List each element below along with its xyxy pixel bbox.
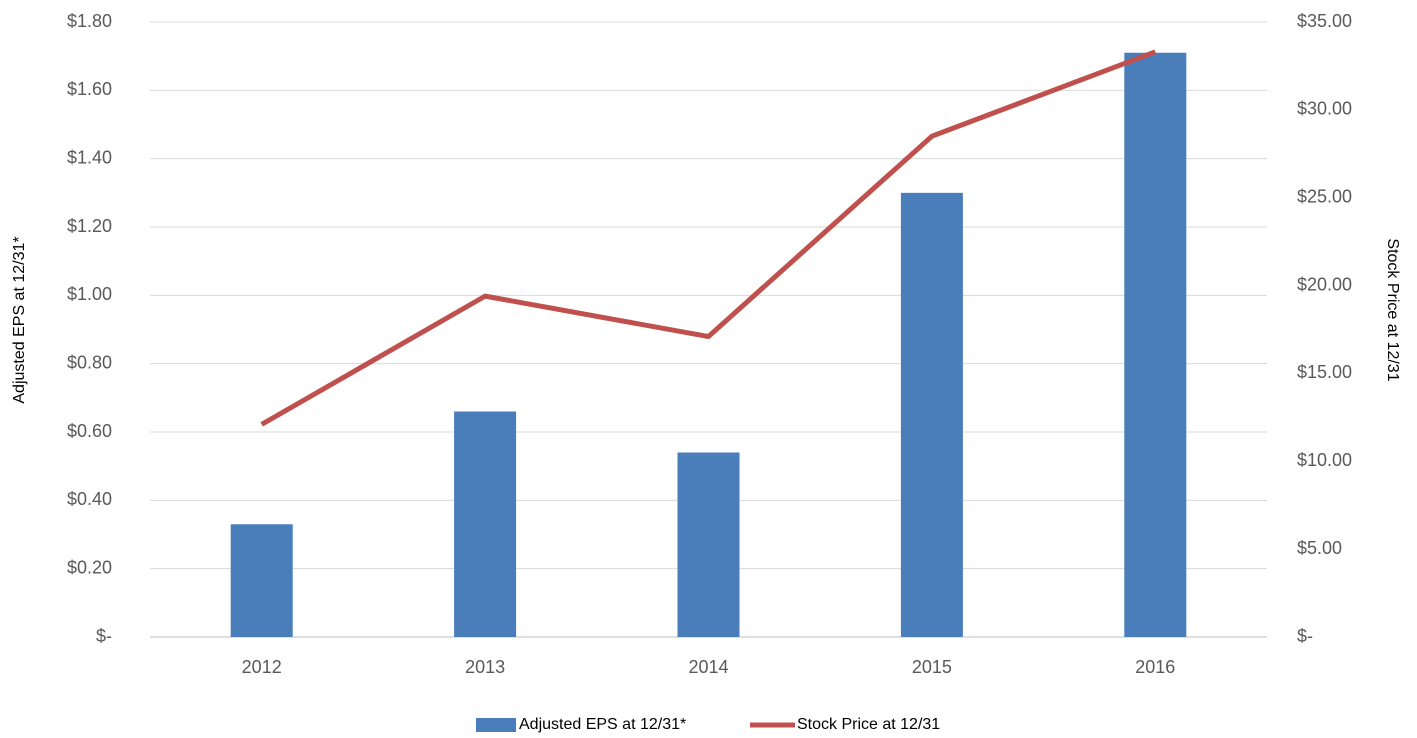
y-tick-label: $0.20 <box>67 557 112 577</box>
x-tick-label: 2013 <box>465 657 505 677</box>
y2-tick-label: $25.00 <box>1297 186 1352 206</box>
line <box>260 49 1157 427</box>
y2-tick-label: $35.00 <box>1297 11 1352 31</box>
y2-tick-label: $20.00 <box>1297 274 1352 294</box>
x-tick-label: 2014 <box>688 657 728 677</box>
y2-tick-label: $15.00 <box>1297 362 1352 382</box>
legend-label: Adjusted EPS at 12/31* <box>519 716 686 733</box>
bar <box>230 524 293 637</box>
x-tick-label: 2012 <box>242 657 282 677</box>
y-tick-label: $1.80 <box>67 11 112 31</box>
y-tick-label: $1.00 <box>67 284 112 304</box>
y-tick-label: $0.60 <box>67 421 112 441</box>
y2-tick-label: $10.00 <box>1297 450 1352 470</box>
bar <box>1124 52 1187 637</box>
y2-axis-title: Stock Price at 12/31 <box>1384 238 1401 381</box>
y2-tick-label: $- <box>1297 626 1313 646</box>
y-tick-label: $1.60 <box>67 79 112 99</box>
y-tick-label: $0.80 <box>67 352 112 372</box>
y-tick-label: $1.20 <box>67 216 112 236</box>
x-tick-label: 2016 <box>1135 657 1175 677</box>
bar <box>900 192 963 638</box>
y-tick-label: $0.40 <box>67 489 112 509</box>
legend-swatch <box>476 718 516 732</box>
bar <box>677 452 740 637</box>
y2-tick-label: $5.00 <box>1297 538 1342 558</box>
y-axis-title: Adjusted EPS at 12/31* <box>11 236 28 403</box>
x-tick-label: 2015 <box>912 657 952 677</box>
y-tick-label: $1.40 <box>67 147 112 167</box>
y-tick-label: $- <box>96 626 112 646</box>
bar <box>454 411 517 637</box>
legend-label: Stock Price at 12/31 <box>797 716 940 733</box>
y2-tick-label: $30.00 <box>1297 99 1352 119</box>
